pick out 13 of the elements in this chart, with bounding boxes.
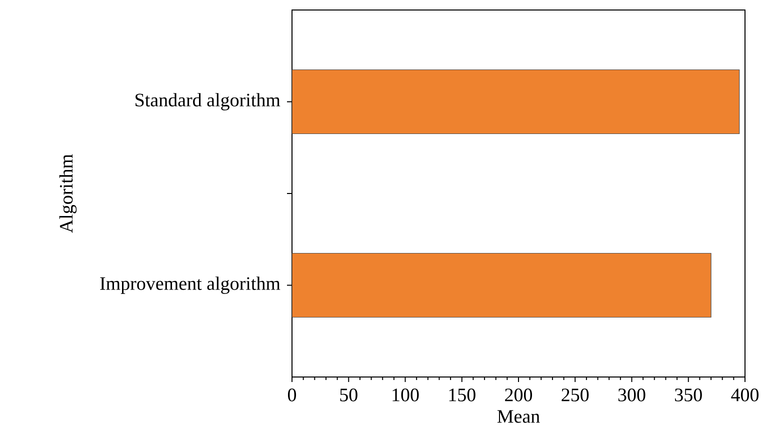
x-tick-label: 350 [675,388,702,402]
y-axis-title: Algorithm [59,154,77,233]
x-tick-label: 250 [562,388,589,402]
x-tick-label: 300 [618,388,646,402]
x-tick-label: 0 [288,388,296,402]
x-tick-label: 150 [449,388,476,402]
x-tick-label: 100 [392,388,419,402]
y-tick-label: Improvement algorithm [100,276,280,294]
y-tick-label: Standard algorithm [136,93,280,110]
x-tick-label: 200 [505,388,532,402]
x-axis-title: Mean [497,410,540,423]
x-tick-label: 50 [340,388,358,402]
x-tick-label: 400 [731,388,759,402]
